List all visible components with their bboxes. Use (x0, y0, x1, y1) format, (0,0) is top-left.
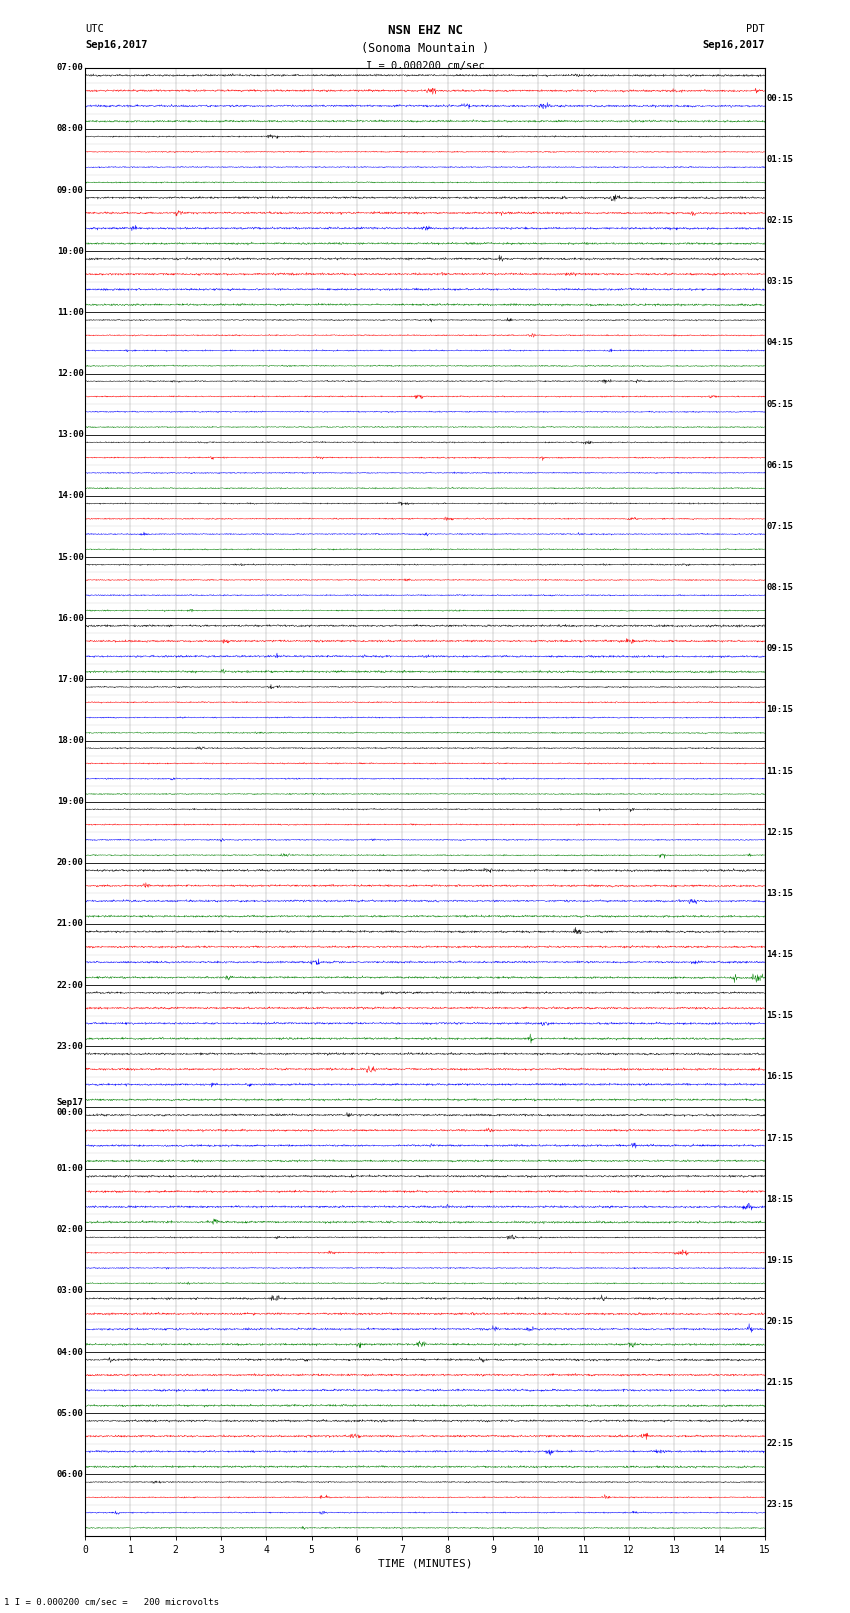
Text: 06:00: 06:00 (57, 1469, 83, 1479)
Text: 10:00: 10:00 (57, 247, 83, 256)
Text: 09:00: 09:00 (57, 185, 83, 195)
Text: Sep16,2017: Sep16,2017 (85, 40, 148, 50)
Text: 04:15: 04:15 (767, 339, 793, 347)
Text: 14:00: 14:00 (57, 492, 83, 500)
Text: 15:15: 15:15 (767, 1011, 793, 1019)
Text: PDT: PDT (746, 24, 765, 34)
Text: Sep16,2017: Sep16,2017 (702, 40, 765, 50)
Text: 15:00: 15:00 (57, 553, 83, 561)
Text: 13:00: 13:00 (57, 431, 83, 439)
Text: 07:15: 07:15 (767, 523, 793, 531)
Text: 17:15: 17:15 (767, 1134, 793, 1142)
Text: 03:00: 03:00 (57, 1287, 83, 1295)
Text: 12:15: 12:15 (767, 827, 793, 837)
Text: 07:00: 07:00 (57, 63, 83, 73)
Text: 16:15: 16:15 (767, 1073, 793, 1081)
Text: 02:00: 02:00 (57, 1226, 83, 1234)
Text: 14:15: 14:15 (767, 950, 793, 960)
Text: 08:00: 08:00 (57, 124, 83, 134)
Text: 03:15: 03:15 (767, 277, 793, 286)
Text: 01:15: 01:15 (767, 155, 793, 165)
Text: 22:15: 22:15 (767, 1439, 793, 1448)
Text: 05:00: 05:00 (57, 1408, 83, 1418)
Text: 23:00: 23:00 (57, 1042, 83, 1050)
Text: 18:15: 18:15 (767, 1195, 793, 1203)
Text: 16:00: 16:00 (57, 613, 83, 623)
Text: 21:15: 21:15 (767, 1378, 793, 1387)
Text: NSN EHZ NC: NSN EHZ NC (388, 24, 462, 37)
Text: 05:15: 05:15 (767, 400, 793, 408)
Text: 01:00: 01:00 (57, 1165, 83, 1173)
Text: 11:15: 11:15 (767, 766, 793, 776)
Text: 13:15: 13:15 (767, 889, 793, 898)
Text: 04:00: 04:00 (57, 1347, 83, 1357)
Text: (Sonoma Mountain ): (Sonoma Mountain ) (361, 42, 489, 55)
Text: 09:15: 09:15 (767, 644, 793, 653)
Text: 22:00: 22:00 (57, 981, 83, 990)
X-axis label: TIME (MINUTES): TIME (MINUTES) (377, 1558, 473, 1569)
Text: 08:15: 08:15 (767, 584, 793, 592)
Text: I = 0.000200 cm/sec: I = 0.000200 cm/sec (366, 61, 484, 71)
Text: 19:15: 19:15 (767, 1257, 793, 1265)
Text: 19:00: 19:00 (57, 797, 83, 806)
Text: 23:15: 23:15 (767, 1500, 793, 1510)
Text: 17:00: 17:00 (57, 674, 83, 684)
Text: 06:15: 06:15 (767, 461, 793, 469)
Text: 20:00: 20:00 (57, 858, 83, 868)
Text: UTC: UTC (85, 24, 104, 34)
Text: Sep17
00:00: Sep17 00:00 (57, 1098, 83, 1118)
Text: 02:15: 02:15 (767, 216, 793, 226)
Text: 1 I = 0.000200 cm/sec =   200 microvolts: 1 I = 0.000200 cm/sec = 200 microvolts (4, 1597, 219, 1607)
Text: 18:00: 18:00 (57, 736, 83, 745)
Text: 20:15: 20:15 (767, 1318, 793, 1326)
Text: 21:00: 21:00 (57, 919, 83, 929)
Text: 11:00: 11:00 (57, 308, 83, 316)
Text: 10:15: 10:15 (767, 705, 793, 715)
Text: 12:00: 12:00 (57, 369, 83, 377)
Text: 00:15: 00:15 (767, 94, 793, 103)
